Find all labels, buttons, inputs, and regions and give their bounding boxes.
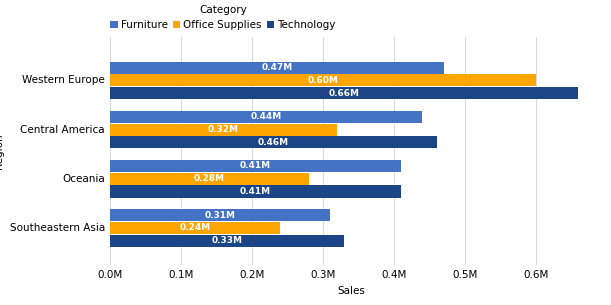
Bar: [110, 136, 436, 149]
Bar: [110, 235, 344, 247]
Text: 0.46M: 0.46M: [258, 138, 289, 147]
Text: 0.32M: 0.32M: [208, 125, 239, 134]
Bar: [110, 74, 536, 86]
Text: 0.31M: 0.31M: [205, 211, 235, 220]
Text: 0.60M: 0.60M: [307, 76, 338, 85]
Bar: [110, 185, 401, 198]
Text: 0.44M: 0.44M: [251, 112, 282, 121]
Bar: [110, 209, 330, 221]
Bar: [110, 222, 280, 234]
Bar: [110, 62, 444, 74]
Text: 0.33M: 0.33M: [211, 236, 243, 245]
Text: 0.41M: 0.41M: [240, 187, 271, 196]
Text: 0.47M: 0.47M: [261, 63, 293, 72]
Bar: [110, 124, 337, 136]
Text: 0.24M: 0.24M: [180, 224, 211, 232]
Text: 0.41M: 0.41M: [240, 161, 271, 170]
Text: 0.28M: 0.28M: [194, 174, 225, 183]
Bar: [110, 111, 422, 123]
Text: 0.66M: 0.66M: [329, 89, 360, 98]
Bar: [110, 160, 401, 172]
Bar: [110, 87, 579, 99]
X-axis label: Sales: Sales: [337, 286, 365, 296]
Legend: Furniture, Office Supplies, Technology: Furniture, Office Supplies, Technology: [111, 5, 336, 30]
Y-axis label: Region: Region: [0, 133, 4, 169]
Bar: [110, 173, 309, 185]
